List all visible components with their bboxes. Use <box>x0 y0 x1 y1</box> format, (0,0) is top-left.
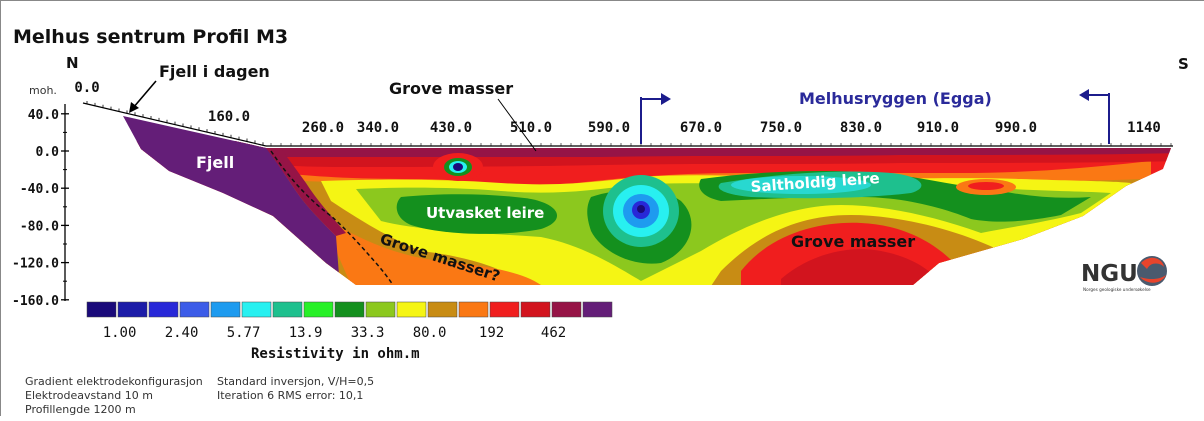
colorbar-label-4: 33.3 <box>351 325 385 341</box>
colorbar-labels: 1.00 2.40 5.77 13.9 33.3 80.0 192 462 <box>103 325 567 341</box>
y-tick-label-0: 40.0 <box>28 108 59 123</box>
layer-crimson-grove-masser <box>781 249 941 285</box>
bedrock-interpretation-line <box>270 150 394 286</box>
colorbar-swatch-16 <box>582 301 613 318</box>
compass-south: S <box>1178 55 1189 73</box>
colorbar-swatch-11 <box>427 301 458 318</box>
colorbar-label-7: 462 <box>541 325 566 341</box>
footer-line-5: Iteration 6 RMS error: 10,1 <box>217 389 363 402</box>
colorbar-label-3: 13.9 <box>289 325 323 341</box>
colorbar-swatch-13 <box>489 301 520 318</box>
label-grove-masser-bottom: Grove masser <box>791 232 915 251</box>
y-unit-label: moh. <box>29 84 57 97</box>
label-melhusryggen: Melhusryggen (Egga) <box>799 89 992 108</box>
x-tick-label-5: 510.0 <box>510 120 552 136</box>
low-res-anomaly-center <box>637 205 645 213</box>
y-tick-label-3: -80.0 <box>20 219 59 234</box>
x-tick-label-9: 830.0 <box>840 120 882 136</box>
footer-line-2: Elektrodeavstand 10 m <box>25 389 153 402</box>
x-tick-label-2: 260.0 <box>302 120 344 136</box>
colorbar-swatch-6 <box>272 301 303 318</box>
small-anomaly-core <box>453 163 463 171</box>
ngu-logo-text: NGU <box>1081 261 1138 287</box>
layer-orange-left <box>321 216 541 285</box>
x-tick-label-7: 670.0 <box>680 120 722 136</box>
x-tick-label-3: 340.0 <box>357 120 399 136</box>
label-utvasket-leire: Utvasket leire <box>426 204 544 222</box>
chart-title: Melhus sentrum Profil M3 <box>13 26 288 48</box>
colorbar-label-6: 192 <box>479 325 504 341</box>
label-fjell-i-dagen: Fjell i dagen <box>159 62 270 81</box>
x-tick-label-12: 1140 <box>1127 120 1161 136</box>
x-tick-label-1: 160.0 <box>208 109 250 125</box>
colorbar-label-5: 80.0 <box>413 325 447 341</box>
footer-line-1: Gradient elektrodekonfigurasjon <box>25 375 203 388</box>
colorbar-label-2: 5.77 <box>227 325 261 341</box>
compass-north: N <box>66 54 79 72</box>
saltholdig-core <box>731 176 871 194</box>
x-tick-label-8: 750.0 <box>760 120 802 136</box>
footer-line-3: Profillengde 1200 m <box>25 403 136 416</box>
colorbar-swatch-7 <box>303 301 334 318</box>
x-tick-label-10: 910.0 <box>917 120 959 136</box>
melhusryggen-arrowhead-right <box>661 93 671 105</box>
layer-green-utvasket <box>396 194 558 234</box>
colorbar-swatch-9 <box>365 301 396 318</box>
y-tick-label-5: -160.0 <box>12 294 59 309</box>
ngu-logo-swoosh <box>1141 257 1164 269</box>
colorbar-swatch-12 <box>458 301 489 318</box>
label-fjell: Fjell <box>196 153 234 172</box>
colorbar <box>86 301 613 318</box>
ngu-logo-swoosh-lower <box>1140 275 1166 283</box>
footer-line-4: Standard inversjon, V/H=0,5 <box>217 375 374 388</box>
colorbar-swatch-14 <box>520 301 551 318</box>
colorbar-label-1: 2.40 <box>165 325 199 341</box>
melhusryggen-arrowhead-left <box>1079 89 1089 101</box>
colorbar-swatch-2 <box>148 301 179 318</box>
layer-fjell-margin <box>266 148 346 236</box>
topography-line-slope <box>82 102 267 147</box>
ngu-logo-subtitle: Norges geologiske undersøkelse <box>1083 287 1151 292</box>
colorbar-swatch-0 <box>86 301 117 318</box>
grove-masser-leader-line <box>497 98 537 152</box>
y-tick-label-4: -120.0 <box>12 257 59 272</box>
x-tick-label-11: 990.0 <box>995 120 1037 136</box>
y-axis-ticks: 40.0 0.0 -40.0 -80.0 -120.0 -160.0 <box>12 108 69 309</box>
colorbar-swatch-3 <box>179 301 210 318</box>
ngu-logo: NGU Norges geologiske undersøkelse <box>1081 256 1167 292</box>
y-tick-label-1: 0.0 <box>36 145 60 160</box>
fjell-i-dagen-arrow <box>132 80 157 109</box>
colorbar-title: Resistivity in ohm.m <box>251 346 420 362</box>
colorbar-swatch-8 <box>334 301 365 318</box>
colorbar-swatch-5 <box>241 301 272 318</box>
colorbar-swatch-4 <box>210 301 241 318</box>
colorbar-label-0: 1.00 <box>103 325 137 341</box>
y-tick-label-2: -40.0 <box>20 182 59 197</box>
colorbar-swatch-10 <box>396 301 427 318</box>
fjell-i-dagen-arrowhead <box>129 102 139 113</box>
red-anomaly-right <box>968 182 1004 190</box>
colorbar-swatch-1 <box>117 301 148 318</box>
x-tick-label-0: 0.0 <box>74 80 99 96</box>
x-axis-tick-labels: 0.0 160.0 260.0 340.0 430.0 510.0 590.0 670.0 75… <box>74 80 1161 136</box>
label-grove-masser-top: Grove masser <box>389 79 513 98</box>
electrode-ticks <box>86 100 1172 146</box>
x-tick-label-4: 430.0 <box>430 120 472 136</box>
colorbar-swatch-15 <box>551 301 582 318</box>
x-tick-label-6: 590.0 <box>588 120 630 136</box>
